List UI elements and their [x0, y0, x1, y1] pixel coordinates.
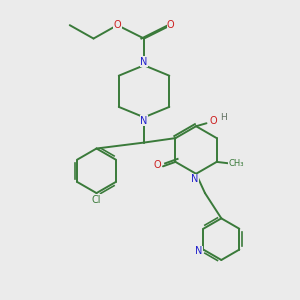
Text: N: N [140, 116, 148, 126]
Text: Cl: Cl [92, 195, 101, 205]
Text: O: O [154, 160, 161, 170]
Text: H: H [220, 113, 227, 122]
Text: CH₃: CH₃ [229, 159, 244, 168]
Text: O: O [167, 20, 175, 30]
Text: N: N [195, 246, 203, 256]
Text: N: N [140, 57, 148, 67]
Text: N: N [191, 174, 198, 184]
Text: O: O [209, 116, 217, 126]
Text: O: O [113, 20, 121, 30]
